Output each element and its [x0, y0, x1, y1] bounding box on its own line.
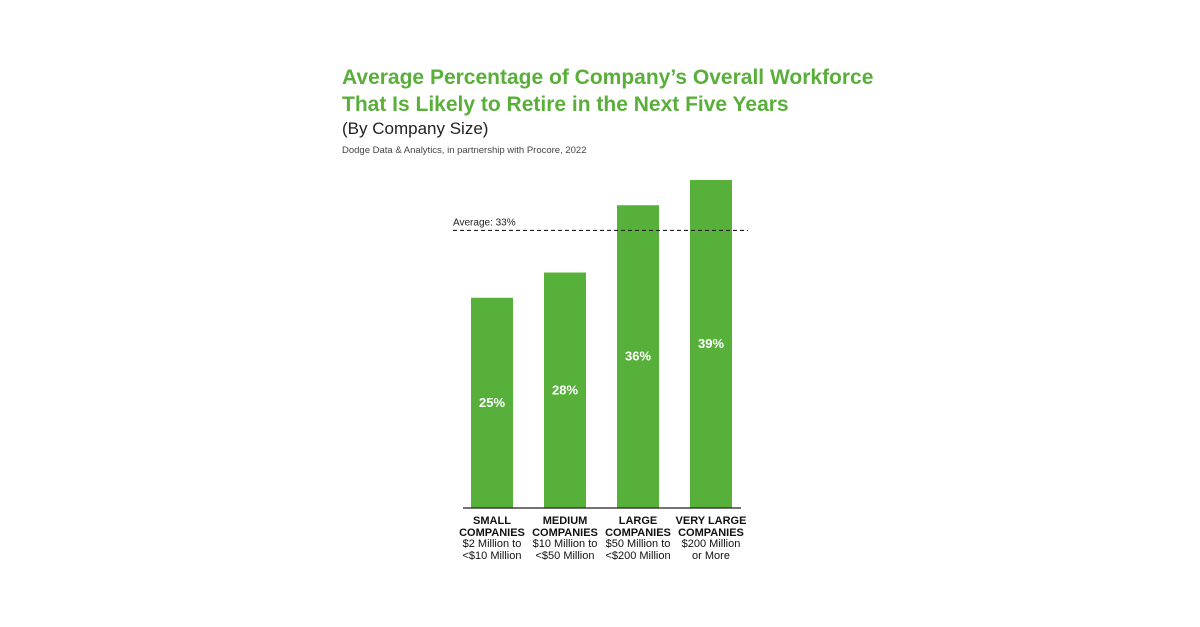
category-note: $10 Million to <$50 Million: [532, 538, 598, 562]
value-label: 36%: [625, 349, 651, 364]
chart-title: Average Percentage of Company’s Overall …: [342, 66, 874, 89]
category-label: LARGE COMPANIES: [605, 515, 671, 539]
category-note: $50 Million to <$200 Million: [605, 538, 671, 562]
value-label: 25%: [479, 395, 505, 410]
average-label: Average: 33%: [453, 217, 516, 228]
category-label: MEDIUM COMPANIES: [532, 515, 598, 539]
subtitle: (By Company Size): [342, 119, 489, 138]
category-note: $2 Million to <$10 Million: [462, 538, 522, 562]
bar: [690, 180, 732, 508]
category-note: $200 Million or More: [681, 538, 741, 562]
value-label: 39%: [698, 336, 724, 351]
chart-title: That Is Likely to Retire in the Next Fiv…: [342, 93, 789, 116]
category-label: VERY LARGE COMPANIES: [675, 515, 747, 539]
bar: [544, 272, 586, 508]
value-label: 28%: [552, 382, 578, 397]
bar: [471, 297, 513, 508]
category-label: SMALL COMPANIES: [459, 515, 525, 539]
bar: [617, 205, 659, 508]
source: Dodge Data & Analytics, in partnership w…: [342, 145, 587, 156]
